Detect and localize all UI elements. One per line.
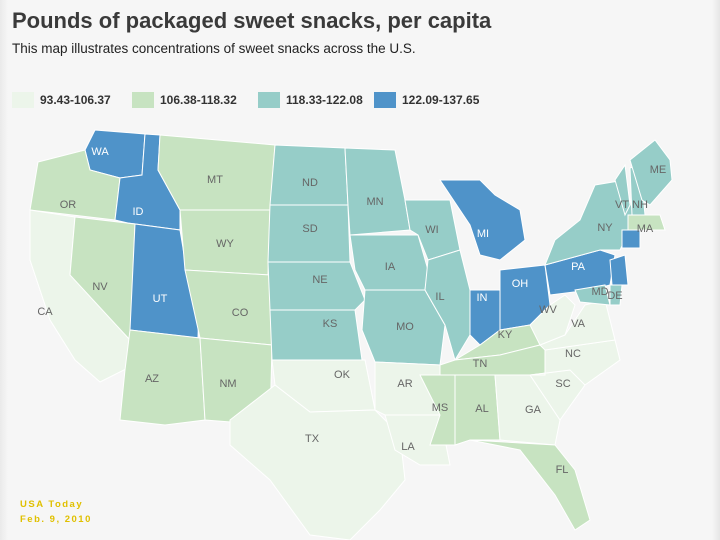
state-tx xyxy=(229,384,406,540)
states-layer xyxy=(29,129,673,540)
state-label-pa: PA xyxy=(571,261,586,273)
state-ga xyxy=(494,374,561,446)
state-label-wi: WI xyxy=(425,224,438,236)
state-label-ky: KY xyxy=(498,329,513,341)
state-label-ut: UT xyxy=(153,293,168,305)
legend: 93.43-106.37 106.38-118.32 118.33-122.08… xyxy=(12,90,512,110)
state-label-de: DE xyxy=(607,290,622,302)
credit-date: Feb. 9, 2010 xyxy=(20,514,92,525)
state-label-nm: NM xyxy=(219,378,236,390)
state-ks xyxy=(269,309,363,361)
state-mn xyxy=(344,147,411,236)
labels-layer: WA OR CA ID NV UT AZ MT WY CO NM ND SD NE KS OK TX MN IA MO… xyxy=(37,146,666,476)
credit-publication: USA Today xyxy=(20,499,84,510)
state-label-va: VA xyxy=(571,318,586,330)
state-label-mn: MN xyxy=(366,196,383,208)
state-label-sd: SD xyxy=(302,223,317,235)
legend-swatch-3 xyxy=(258,92,280,108)
state-il xyxy=(424,249,471,362)
state-label-mo: MO xyxy=(396,321,414,333)
legend-label-1: 93.43-106.37 xyxy=(40,93,111,107)
legend-swatch-1 xyxy=(12,92,34,108)
legend-item-3: 118.33-122.08 xyxy=(258,90,363,110)
state-label-tn: TN xyxy=(473,358,488,370)
state-label-tx: TX xyxy=(305,433,320,445)
state-label-fl: FL xyxy=(556,464,569,476)
legend-item-1: 93.43-106.37 xyxy=(12,90,111,110)
state-vt xyxy=(614,163,631,217)
legend-swatch-2 xyxy=(132,92,154,108)
state-mi xyxy=(439,179,526,261)
state-label-mt: MT xyxy=(207,174,223,186)
state-label-la: LA xyxy=(401,441,415,453)
state-me xyxy=(629,139,673,206)
state-label-ok: OK xyxy=(334,369,351,381)
state-label-ia: IA xyxy=(385,261,396,273)
legend-swatch-4 xyxy=(374,92,396,108)
state-label-nv: NV xyxy=(92,281,108,293)
state-label-az: AZ xyxy=(145,373,159,385)
map-title: Pounds of packaged sweet snacks, per cap… xyxy=(12,8,492,33)
map-subtitle: This map illustrates concentrations of s… xyxy=(12,41,416,56)
state-label-vt: VT xyxy=(615,199,629,211)
state-mt xyxy=(157,134,276,211)
state-label-al: AL xyxy=(475,403,488,415)
state-ct xyxy=(621,229,641,249)
state-label-ma: MA xyxy=(637,223,654,235)
state-label-wv: WV xyxy=(539,304,557,316)
state-label-ga: GA xyxy=(525,404,542,416)
state-nj xyxy=(609,254,629,286)
state-label-nc: NC xyxy=(565,348,581,360)
state-label-ks: KS xyxy=(323,318,338,330)
legend-item-2: 106.38-118.32 xyxy=(132,90,237,110)
state-label-ny: NY xyxy=(597,222,613,234)
state-label-ms: MS xyxy=(432,402,449,414)
state-ma xyxy=(627,214,666,231)
state-label-id: ID xyxy=(133,206,144,218)
state-label-ne: NE xyxy=(312,274,327,286)
legend-item-4: 122.09-137.65 xyxy=(374,90,479,110)
state-ms xyxy=(419,374,456,446)
state-de xyxy=(609,284,623,306)
state-label-sc: SC xyxy=(555,378,570,390)
state-label-or: OR xyxy=(60,199,77,211)
state-al xyxy=(454,374,501,446)
state-label-me: ME xyxy=(650,164,667,176)
legend-label-2: 106.38-118.32 xyxy=(160,93,237,107)
state-label-md: MD xyxy=(591,286,608,298)
state-wv xyxy=(529,294,576,346)
state-label-ca: CA xyxy=(37,306,53,318)
state-label-ar: AR xyxy=(397,378,412,390)
state-nc xyxy=(529,339,621,386)
state-label-il: IL xyxy=(435,291,444,303)
state-label-wa: WA xyxy=(91,146,109,158)
state-label-nd: ND xyxy=(302,177,318,189)
legend-label-3: 118.33-122.08 xyxy=(286,93,363,107)
state-az xyxy=(119,329,206,426)
state-nd xyxy=(269,144,349,206)
state-label-mi: MI xyxy=(477,228,489,240)
state-label-nh: NH xyxy=(632,199,648,211)
state-label-in: IN xyxy=(477,292,488,304)
source-credit: USA Today Feb. 9, 2010 xyxy=(20,497,92,527)
state-label-oh: OH xyxy=(512,278,529,290)
us-choropleth-map: WA OR CA ID NV UT AZ MT WY CO NM ND SD NE KS OK TX MN IA MO… xyxy=(29,129,673,540)
state-label-co: CO xyxy=(232,307,249,319)
state-la xyxy=(384,414,451,466)
state-ne xyxy=(267,261,366,311)
state-label-wy: WY xyxy=(216,238,234,250)
legend-label-4: 122.09-137.65 xyxy=(402,93,480,107)
state-fl xyxy=(469,439,591,531)
